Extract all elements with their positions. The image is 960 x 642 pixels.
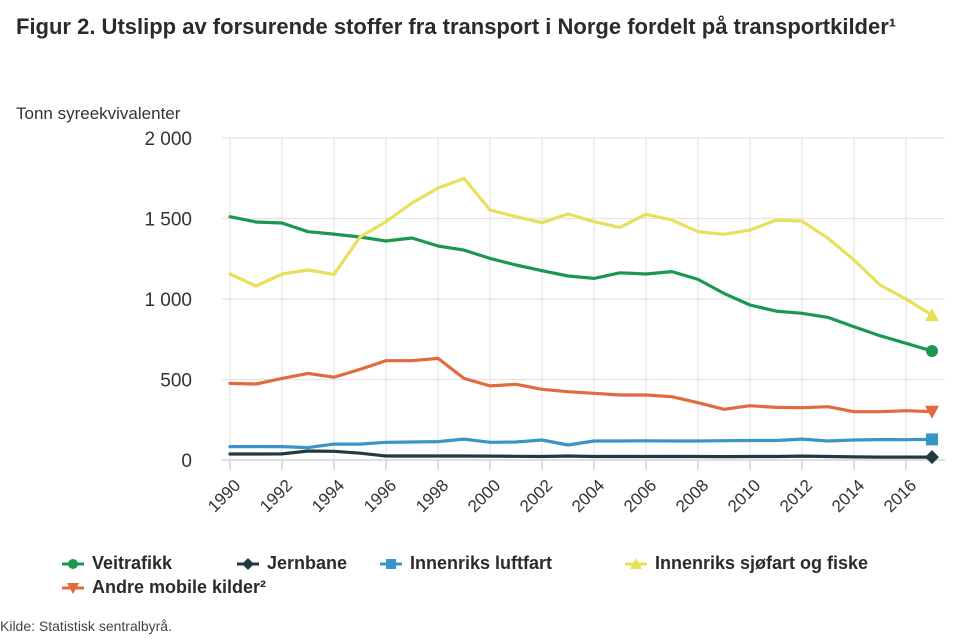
x-tick-label: 2008 <box>672 476 712 516</box>
legend-item[interactable]: Jernbane <box>235 553 347 574</box>
x-tick-label: 2016 <box>880 476 920 516</box>
triangle-down-icon <box>62 582 84 594</box>
gridlines <box>222 137 945 470</box>
x-tick-label: 2010 <box>724 476 764 516</box>
legend-item[interactable]: Andre mobile kilder² <box>60 577 266 598</box>
series-end-markers <box>925 308 939 465</box>
x-tick-label: 2012 <box>776 476 816 516</box>
x-tick-label: 2002 <box>516 476 556 516</box>
end-marker-jernbane <box>925 450 939 465</box>
circle-icon <box>62 558 84 569</box>
y-tick-label: 1 500 <box>144 210 192 231</box>
y-axis-label: Tonn syreekvivalenter <box>16 104 181 123</box>
y-axis-ticks: 0 500 1 000 1 500 2 000 <box>144 129 192 472</box>
series-lines <box>228 176 934 459</box>
chart-title: Figur 2. Utslipp av forsurende stoffer f… <box>16 14 897 39</box>
legend-label: Andre mobile kilder² <box>92 577 267 597</box>
series-line-andre-mobile-kilder <box>228 356 934 414</box>
end-marker-innenriks-luftfart <box>926 433 938 446</box>
x-tick-label: 2014 <box>828 476 868 516</box>
end-marker-andre-mobile-kilder <box>925 405 939 419</box>
square-icon <box>380 558 402 569</box>
x-tick-label: 1998 <box>412 476 452 516</box>
x-axis-ticks: 1990 1992 1994 1996 1998 2000 2002 2004 2006 2008… <box>204 476 920 516</box>
legend-label: Innenriks sjøfart og fiske <box>655 553 869 573</box>
y-tick-label: 1 000 <box>144 290 192 311</box>
legend-label: Innenriks luftfart <box>410 553 553 573</box>
legend-label: Veitrafikk <box>92 553 173 573</box>
series-line-jernbane <box>228 449 934 459</box>
y-tick-label: 0 <box>181 451 192 472</box>
x-tick-label: 2004 <box>568 476 608 516</box>
series-line-veitrafikk <box>228 215 934 353</box>
legend-label: Jernbane <box>267 553 348 573</box>
legend-marker <box>68 558 78 569</box>
x-tick-label: 1996 <box>360 476 400 516</box>
legend-marker <box>67 582 79 594</box>
x-tick-label: 1994 <box>308 476 348 516</box>
source-note: Kilde: Statistisk sentralbyrå. <box>0 618 172 634</box>
x-tick-label: 2006 <box>620 476 660 516</box>
y-tick-label: 2 000 <box>144 129 192 150</box>
diamond-icon <box>237 557 259 570</box>
series-line-innenriks-sjøfart-og-fiske <box>228 176 934 317</box>
x-tick-label: 2000 <box>464 476 504 516</box>
legend-marker <box>630 557 642 569</box>
triangle-up-icon <box>625 557 647 569</box>
legend-item[interactable]: Veitrafikk <box>60 553 172 574</box>
end-marker-veitrafikk <box>926 345 938 358</box>
x-tick-label: 1992 <box>256 476 296 516</box>
y-tick-label: 500 <box>160 371 192 392</box>
legend-item[interactable]: Innenriks luftfart <box>378 553 552 574</box>
series-line-innenriks-luftfart <box>228 437 934 450</box>
end-marker-innenriks-sjøfart-og-fiske <box>925 308 939 322</box>
legend-marker <box>242 557 254 570</box>
legend-marker <box>386 558 396 569</box>
x-tick-label: 1990 <box>204 476 244 516</box>
legend-item[interactable]: Innenriks sjøfart og fiske <box>623 553 868 574</box>
